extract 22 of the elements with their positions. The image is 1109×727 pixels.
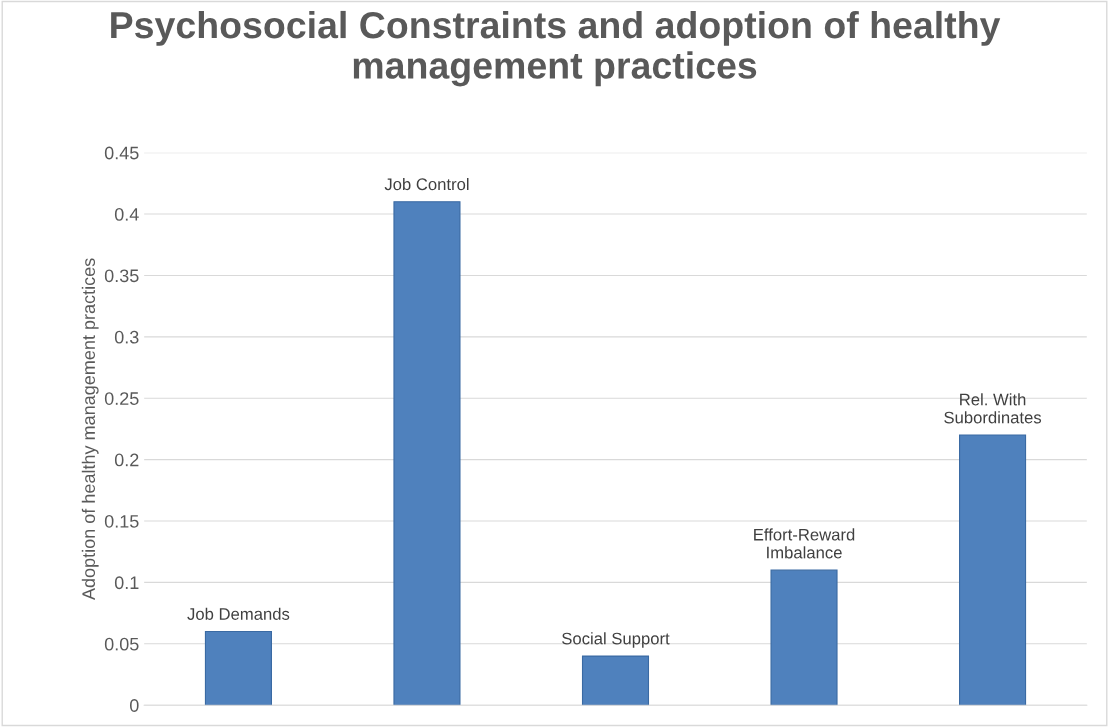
y-tick-label: 0.4 — [114, 208, 139, 221]
y-tick-label: 0.35 — [104, 269, 139, 283]
bar — [204, 630, 272, 706]
bar — [959, 434, 1027, 706]
y-tick-label: 0.3 — [114, 330, 139, 344]
y-tick-label: 0.25 — [104, 392, 139, 405]
bar — [770, 569, 838, 706]
chart-title: Psychosocial Constraints and adoption of healthy management practices — [111, 10, 1001, 87]
y-tick-label: 0.15 — [104, 514, 139, 528]
y-tick-label: 0.05 — [104, 637, 139, 651]
x-tick-label: Social Support — [562, 632, 670, 648]
bar — [581, 655, 650, 706]
y-axis-title: Adoption of healthy management practices — [81, 258, 99, 601]
bar — [393, 201, 461, 706]
x-tick-label: Job Demands — [187, 607, 290, 620]
y-tick-label: 0 — [129, 699, 139, 712]
x-tick-label: Effort-Reward Imbalance — [754, 528, 855, 559]
x-tick-label: Job Control — [384, 177, 469, 191]
y-tick-label: 0.45 — [104, 146, 139, 160]
y-tick-label: 0.2 — [114, 453, 139, 467]
x-tick-label: Rel. With Subordinates — [944, 393, 1042, 424]
y-tick-label: 0.1 — [114, 576, 139, 590]
